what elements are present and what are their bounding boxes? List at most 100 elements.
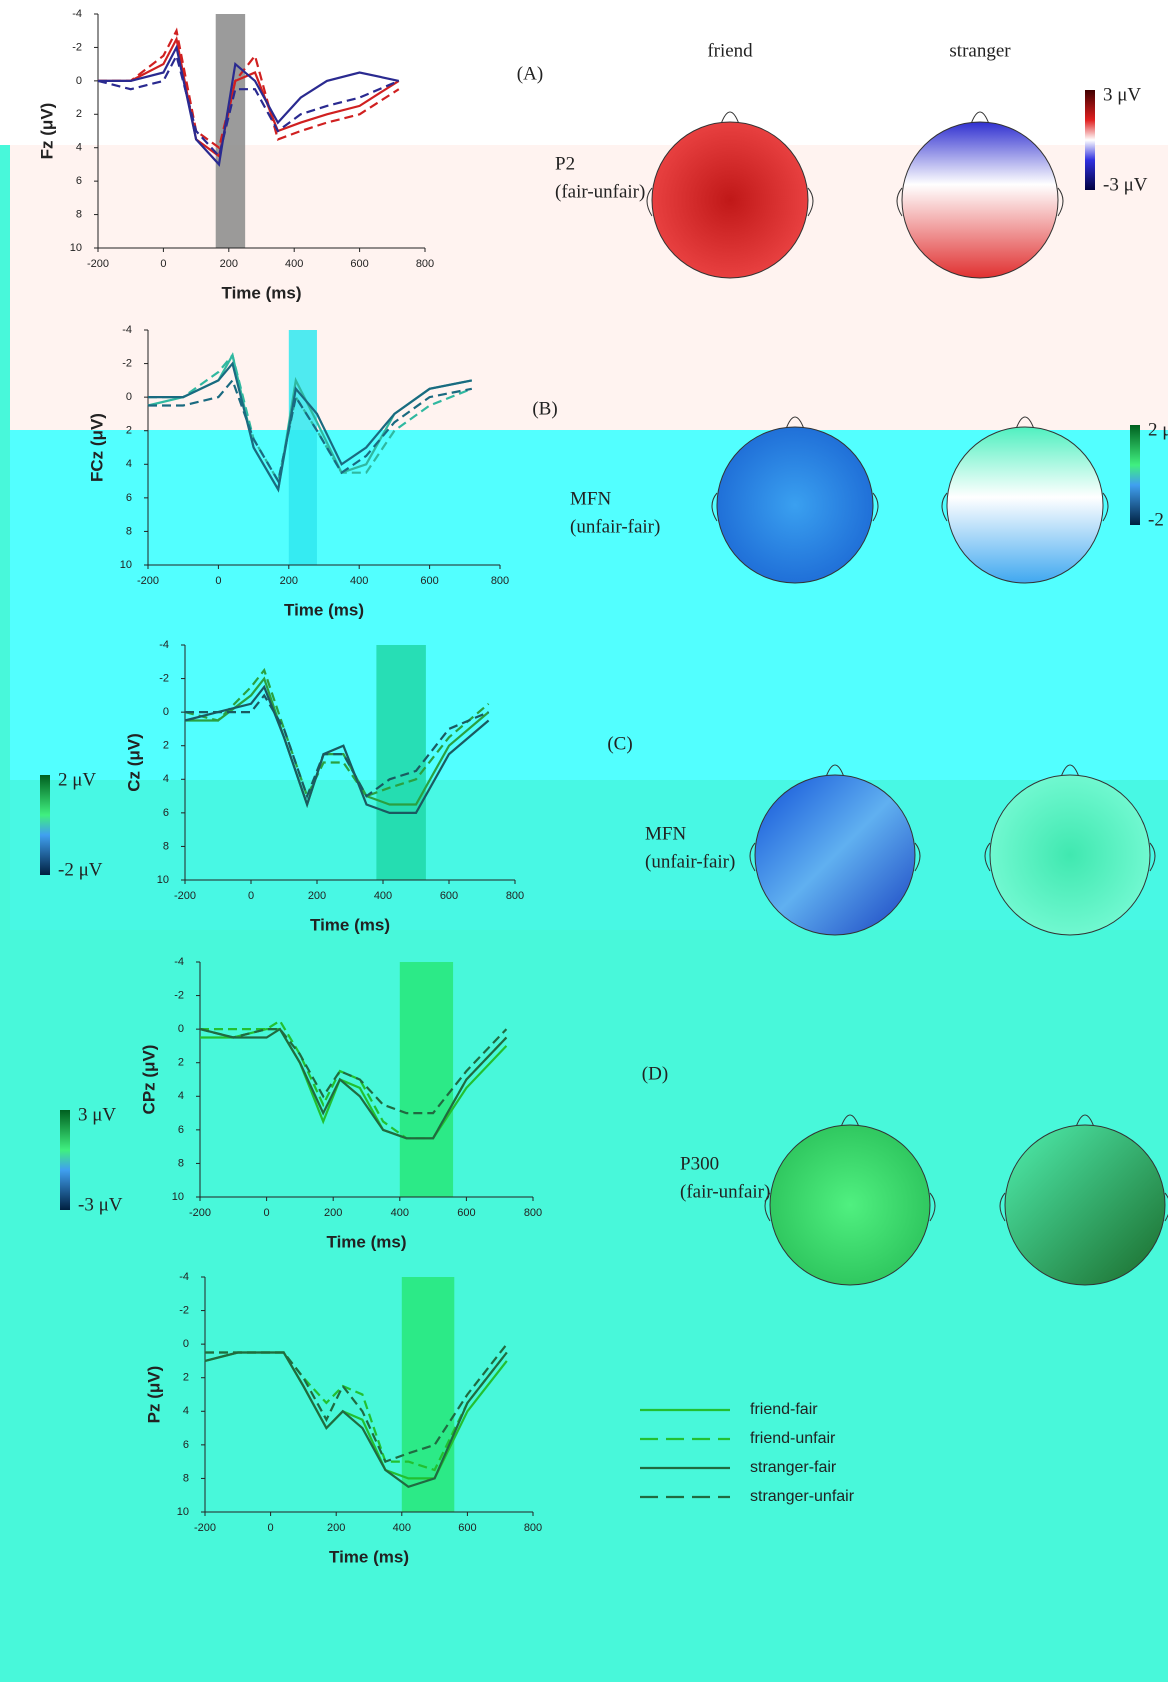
x-tick-label: -200: [137, 575, 159, 587]
highlight-window: [402, 1277, 454, 1512]
highlight-window: [216, 14, 245, 248]
component-label: MFN: [645, 823, 686, 844]
x-tick-label: -200: [194, 1522, 216, 1534]
y-axis-label: CPz (μV): [139, 1045, 158, 1115]
legend-label: friend-unfair: [750, 1430, 836, 1447]
colorbar-min: -3 μV: [1103, 174, 1148, 195]
highlight-window: [400, 962, 453, 1197]
x-tick-label: 400: [285, 258, 303, 270]
component-label: P2: [555, 153, 575, 174]
y-tick-label: 8: [163, 840, 169, 852]
y-tick-label: 2: [183, 1372, 189, 1384]
colorbar-min: -2 μV: [58, 859, 103, 880]
y-tick-label: 10: [120, 559, 132, 571]
colorbar: [60, 1110, 70, 1210]
y-tick-label: 4: [76, 142, 82, 154]
y-tick-label: -2: [174, 989, 184, 1001]
panel-label: (D): [642, 1063, 668, 1084]
colorbar: [1085, 90, 1095, 190]
contrast-label: (unfair-fair): [645, 851, 735, 872]
x-tick-label: 800: [524, 1207, 542, 1219]
x-tick-label: 600: [420, 575, 438, 587]
y-tick-label: 10: [172, 1191, 184, 1203]
contrast-label: (unfair-fair): [570, 516, 660, 537]
y-tick-label: 6: [183, 1439, 189, 1451]
colorbar-min: -2 μV: [1148, 509, 1168, 530]
y-tick-label: 0: [76, 75, 82, 87]
topomap: [652, 122, 808, 278]
x-tick-label: 400: [391, 1207, 409, 1219]
colorbar-max: 2 μV: [1148, 419, 1168, 440]
y-tick-label: 8: [126, 525, 132, 537]
y-axis-label: FCz (μV): [87, 413, 106, 482]
y-axis-label: Cz (μV): [124, 733, 143, 792]
y-tick-label: 0: [163, 706, 169, 718]
contrast-label: (fair-unfair): [555, 181, 645, 202]
y-tick-label: 2: [178, 1057, 184, 1069]
x-tick-label: 0: [215, 575, 221, 587]
topomap: [1005, 1125, 1165, 1285]
x-tick-label: 0: [264, 1207, 270, 1219]
y-tick-label: 8: [183, 1472, 189, 1484]
y-tick-label: -4: [159, 639, 169, 651]
y-axis-label: Fz (μV): [37, 103, 56, 160]
topomap: [990, 775, 1150, 935]
y-tick-label: 8: [178, 1157, 184, 1169]
y-tick-label: -2: [122, 357, 132, 369]
x-tick-label: 200: [324, 1207, 342, 1219]
component-label: P300: [680, 1153, 719, 1174]
colorbar: [1130, 425, 1140, 525]
topomap: [770, 1125, 930, 1285]
column-label: stranger: [949, 40, 1011, 61]
y-tick-label: 6: [126, 492, 132, 504]
column-label: friend: [707, 40, 753, 61]
component-label: MFN: [570, 488, 611, 509]
x-tick-label: 800: [491, 575, 509, 587]
x-tick-label: 0: [248, 890, 254, 902]
x-tick-label: 600: [440, 890, 458, 902]
x-tick-label: 200: [220, 258, 238, 270]
x-tick-label: -200: [189, 1207, 211, 1219]
y-tick-label: -4: [72, 8, 82, 20]
y-tick-label: 4: [126, 458, 132, 470]
x-tick-label: -200: [87, 258, 109, 270]
legend-label: stranger-fair: [750, 1459, 837, 1476]
y-tick-label: 10: [157, 874, 169, 886]
x-tick-label: 200: [308, 890, 326, 902]
y-tick-label: 0: [183, 1338, 189, 1350]
y-tick-label: 10: [70, 242, 82, 254]
colorbar-max: 2 μV: [58, 769, 96, 790]
y-tick-label: 6: [163, 807, 169, 819]
x-tick-label: 400: [350, 575, 368, 587]
x-axis-label: Time (ms): [284, 600, 364, 619]
y-tick-label: -2: [179, 1304, 189, 1316]
x-axis-label: Time (ms): [310, 915, 390, 934]
y-tick-label: 2: [126, 425, 132, 437]
y-tick-label: 8: [76, 208, 82, 220]
x-tick-label: -200: [174, 890, 196, 902]
colorbar: [40, 775, 50, 875]
y-tick-label: 2: [76, 108, 82, 120]
colorbar-max: 3 μV: [1103, 84, 1141, 105]
x-axis-label: Time (ms): [327, 1232, 407, 1251]
x-tick-label: 600: [350, 258, 368, 270]
figure: friend stranger (A)P2(fair-unfair)3 μV-3…: [0, 0, 1168, 1682]
x-tick-label: 200: [327, 1522, 345, 1534]
y-tick-label: -4: [179, 1271, 189, 1283]
y-tick-label: -4: [174, 956, 184, 968]
y-tick-label: -2: [159, 672, 169, 684]
x-tick-label: 0: [268, 1522, 274, 1534]
topomap: [902, 122, 1058, 278]
legend-label: stranger-unfair: [750, 1488, 855, 1505]
highlight-window: [289, 330, 317, 565]
x-tick-label: 400: [374, 890, 392, 902]
y-tick-label: 4: [163, 773, 169, 785]
x-tick-label: 600: [457, 1207, 475, 1219]
y-tick-label: 0: [178, 1023, 184, 1035]
x-tick-label: 200: [280, 575, 298, 587]
topomap: [755, 775, 915, 935]
y-tick-label: 6: [178, 1124, 184, 1136]
y-tick-label: 4: [183, 1405, 189, 1417]
colorbar-max: 3 μV: [78, 1104, 116, 1125]
x-tick-label: 600: [458, 1522, 476, 1534]
